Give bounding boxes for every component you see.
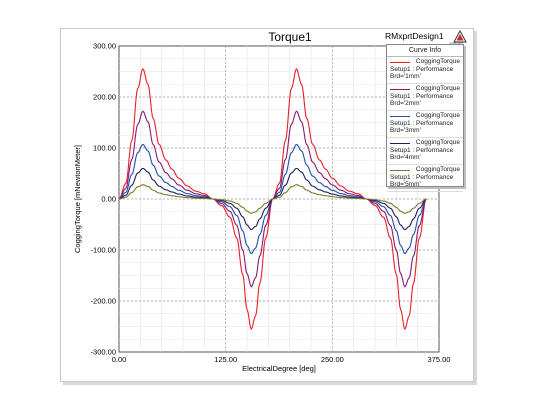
legend-entry: CoggingTorque Setup1 : Performance Brd='1m…	[387, 57, 463, 84]
legend-series-param: Brd='4mm'	[390, 154, 421, 161]
legend-entry: CoggingTorque Setup1 : Performance Brd='4m…	[387, 138, 463, 165]
legend-series-name: CoggingTorque	[415, 112, 460, 119]
legend-series-param: Brd='2mm'	[390, 100, 421, 107]
series-line-5	[118, 184, 427, 214]
y-tick-label: -300.00	[91, 348, 116, 357]
grid	[118, 45, 440, 353]
legend-swatch	[390, 62, 410, 63]
legend-series-setup: Setup1 : Performance	[390, 93, 454, 100]
x-tick-label: 250.00	[321, 355, 344, 364]
legend-entry: CoggingTorque Setup1 : Performance Brd='5m…	[387, 165, 463, 192]
y-tick-label: 300.00	[93, 42, 116, 51]
legend-series-name: CoggingTorque	[415, 85, 460, 92]
y-tick-label: -100.00	[91, 246, 116, 255]
axes: 0.00 125.00 250.00 375.00 300.00 200.00 100.00…	[73, 42, 450, 374]
legend-series-param: Brd='5mm'	[390, 181, 421, 188]
logo-icon	[453, 30, 467, 43]
y-tick-label: 0.00	[101, 195, 116, 204]
x-tick-label: 125.00	[214, 355, 237, 364]
legend-entry: CoggingTorque Setup1 : Performance Brd='3m…	[387, 111, 463, 138]
y-tick-label: -200.00	[91, 297, 116, 306]
legend-series-name: CoggingTorque	[415, 58, 460, 65]
x-tick-label: 0.00	[112, 355, 127, 364]
y-axis-label: CoggingTorque [mNewtonMeter]	[73, 145, 82, 253]
legend-title: Curve Info	[387, 45, 463, 57]
legend-swatch	[390, 89, 410, 90]
legend-series-name: CoggingTorque	[415, 166, 460, 173]
x-axis-label: ElectricalDegree [deg]	[242, 364, 316, 373]
legend-series-param: Brd='3mm'	[390, 127, 421, 134]
legend-series-param: Brd='1mm'	[390, 73, 421, 80]
legend-swatch	[390, 116, 410, 117]
legend-series-setup: Setup1 : Performance	[390, 120, 454, 127]
design-name: RMxprtDesign1	[385, 31, 444, 41]
legend-series-setup: Setup1 : Performance	[390, 174, 454, 181]
legend-series-setup: Setup1 : Performance	[390, 147, 454, 154]
legend: Curve Info CoggingTorque Setup1 : Perform…	[386, 44, 464, 192]
legend-swatch	[390, 143, 410, 144]
y-tick-label: 200.00	[93, 93, 116, 102]
x-tick-label: 375.00	[428, 355, 451, 364]
y-tick-label: 100.00	[93, 144, 116, 153]
legend-entry: CoggingTorque Setup1 : Performance Brd='2m…	[387, 84, 463, 111]
legend-swatch	[390, 170, 410, 171]
legend-series-name: CoggingTorque	[415, 139, 460, 146]
legend-series-setup: Setup1 : Performance	[390, 66, 454, 73]
chart-title: Torque1	[268, 30, 312, 44]
series	[118, 68, 427, 331]
